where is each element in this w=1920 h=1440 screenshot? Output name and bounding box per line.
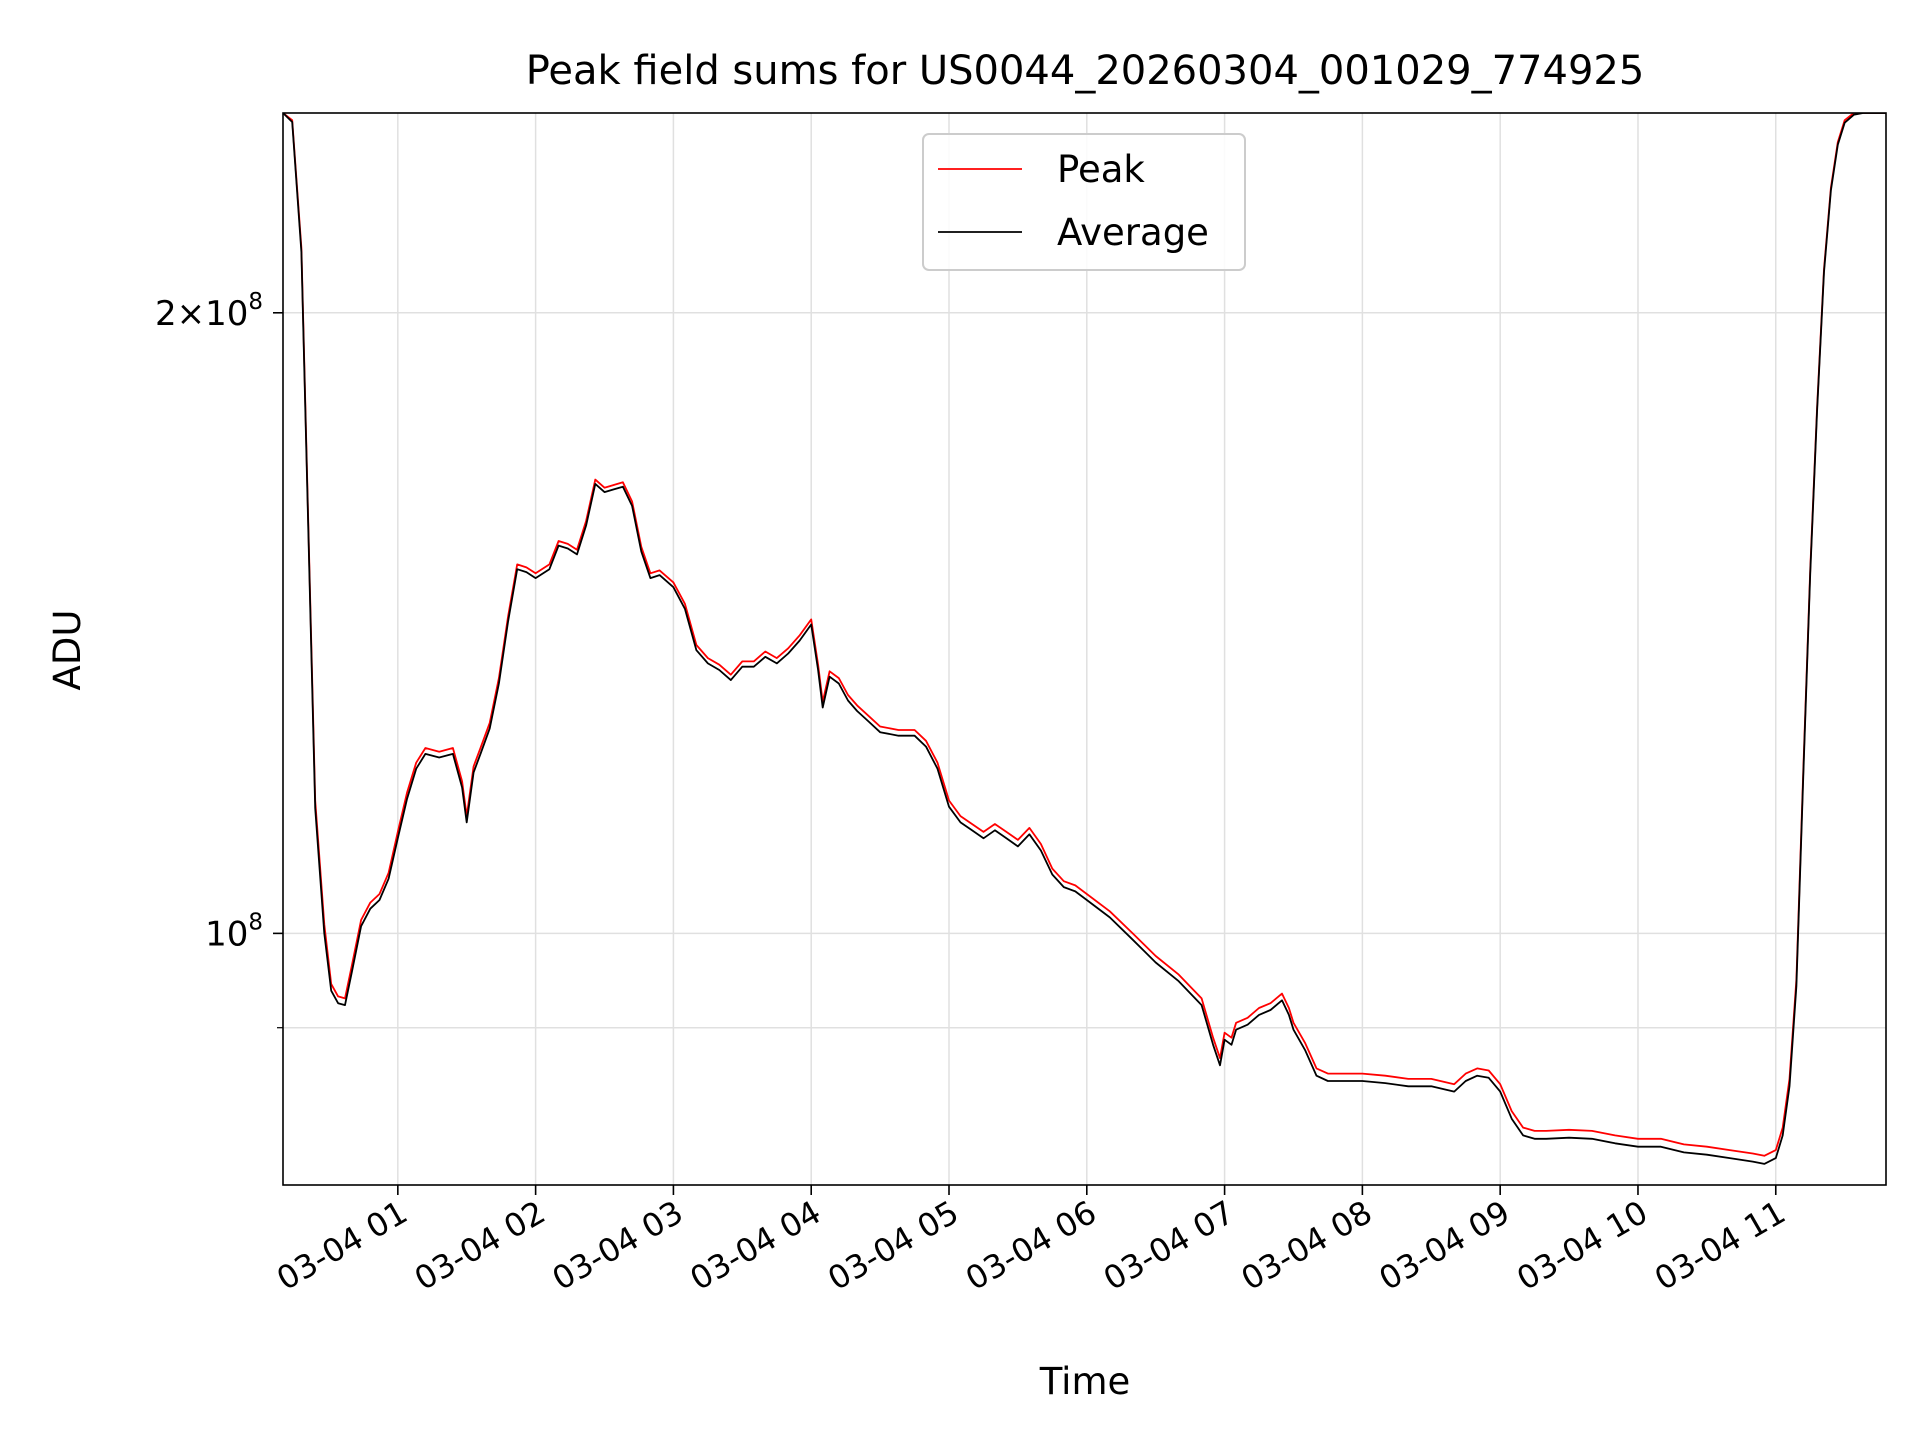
- y-axis-label: ADU: [46, 610, 89, 691]
- y-axis-ticks: 108 2×108: [155, 289, 283, 1029]
- plot-frame: [282, 112, 1887, 1186]
- series-lines: [283, 113, 1886, 1165]
- x-axis-label: Time: [1039, 1360, 1131, 1403]
- grid-lines: [283, 113, 1886, 1185]
- series-line-peak: [283, 113, 1886, 1157]
- legend-label-peak: Peak: [1057, 148, 1145, 191]
- legend: Peak Average: [922, 133, 1246, 271]
- y-tick-label: 108: [205, 909, 263, 954]
- series-line-average: [283, 113, 1886, 1165]
- chart-title: Peak field sums for US0044_20260304_0010…: [526, 48, 1645, 94]
- legend-label-average: Average: [1057, 211, 1209, 254]
- y-tick-label: 2×108: [155, 289, 263, 334]
- legend-box: [922, 133, 1246, 271]
